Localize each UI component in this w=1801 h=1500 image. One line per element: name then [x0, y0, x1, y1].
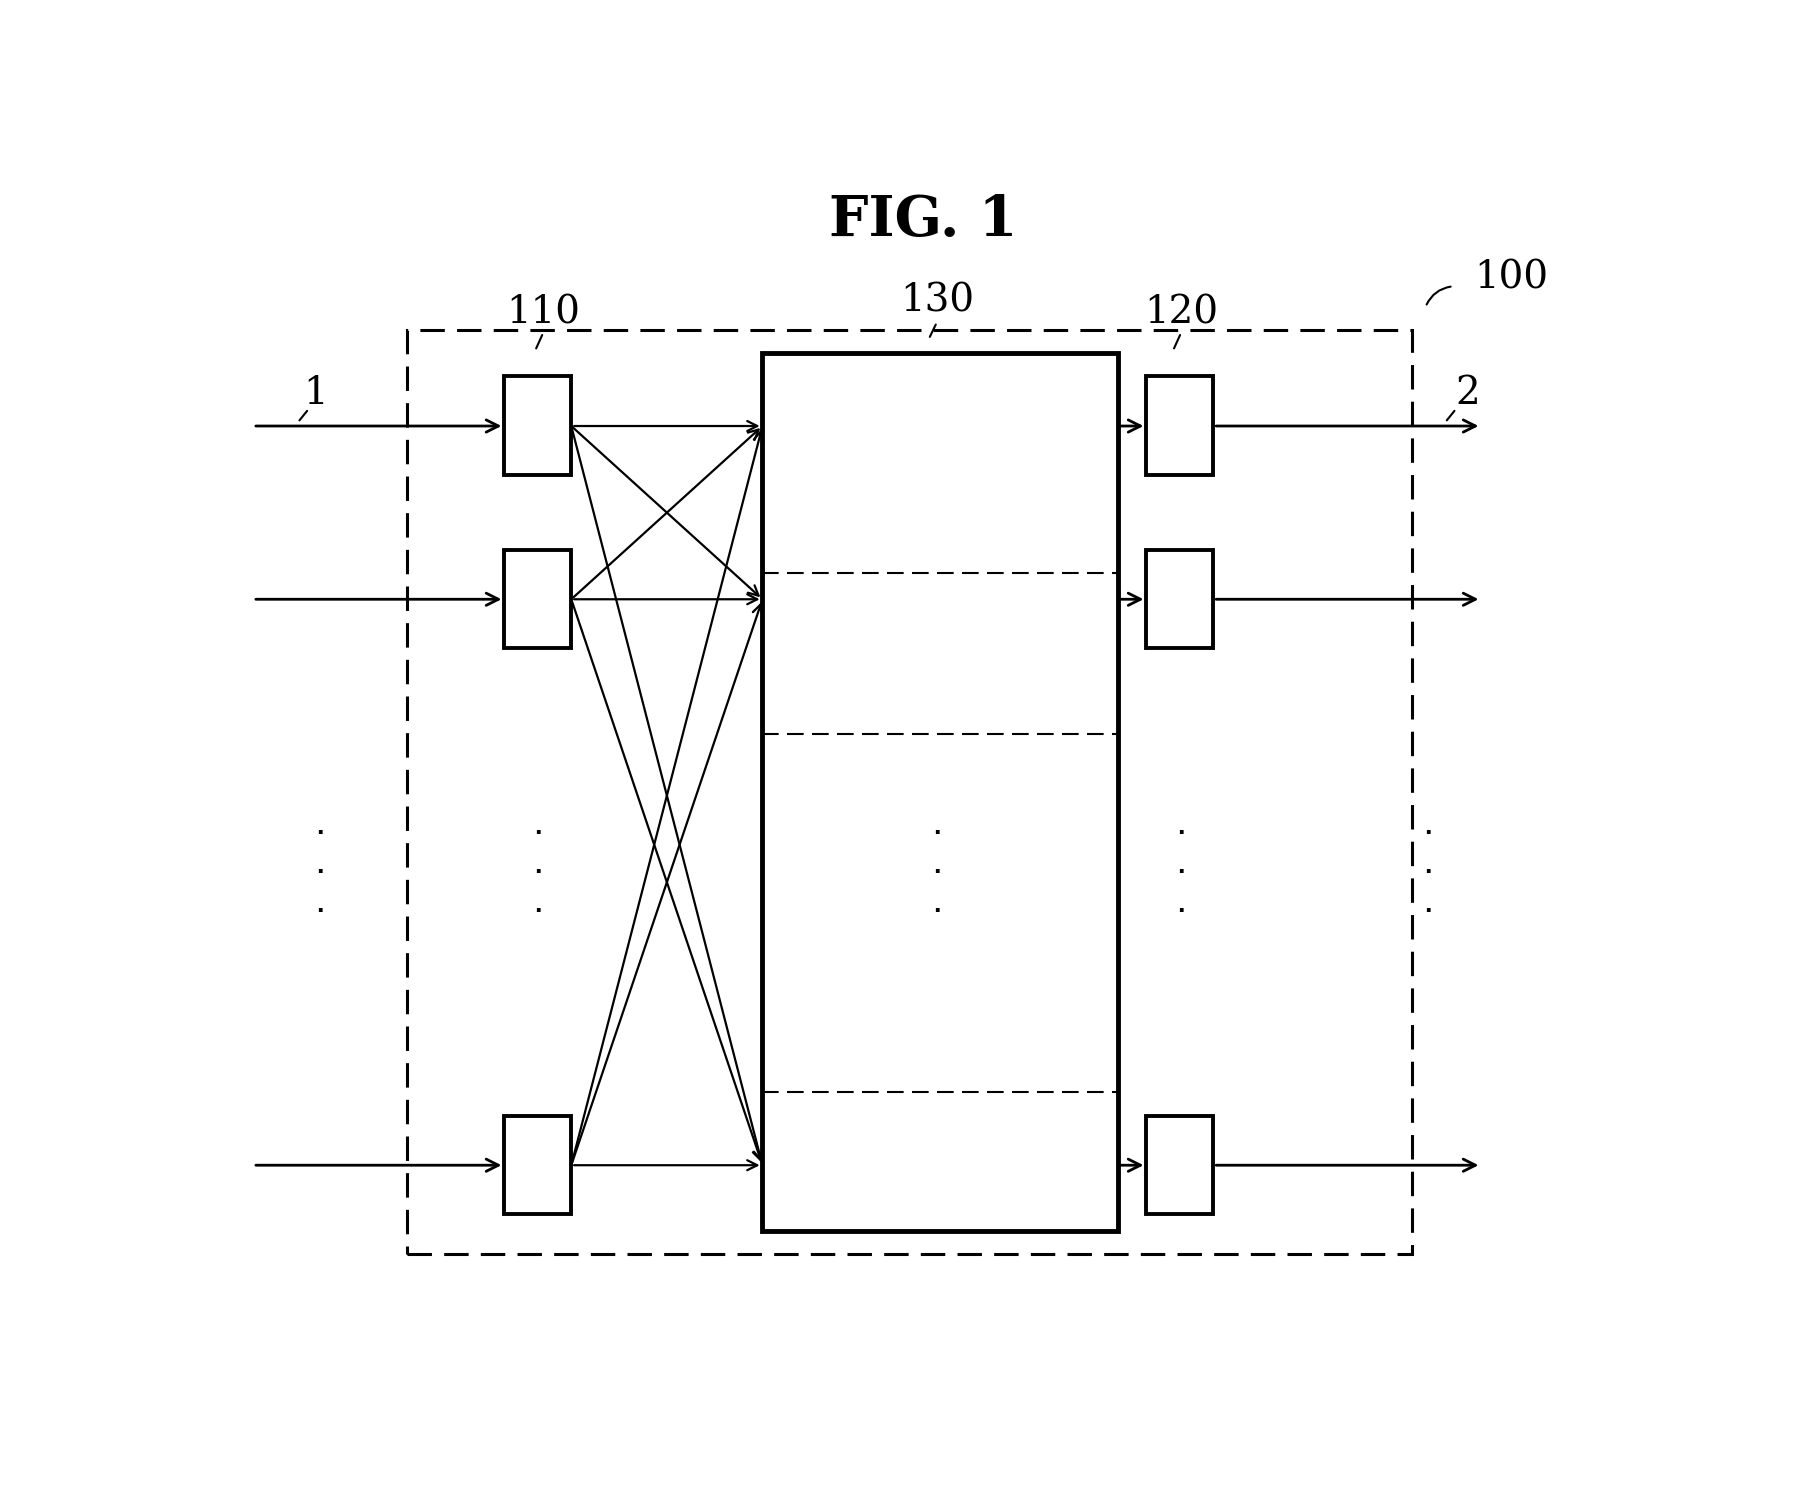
- Bar: [1147, 1116, 1214, 1214]
- Bar: [407, 330, 1412, 1254]
- Text: ·
·
·: · · ·: [931, 816, 942, 930]
- Bar: [504, 1116, 571, 1214]
- Bar: [1147, 376, 1214, 474]
- Bar: [1147, 549, 1214, 648]
- Bar: [762, 354, 1118, 1232]
- Text: 100: 100: [1475, 260, 1549, 297]
- Bar: [504, 549, 571, 648]
- Text: 120: 120: [1144, 294, 1217, 332]
- Text: ·
·
·: · · ·: [1176, 816, 1187, 930]
- Text: ·
·
·: · · ·: [531, 816, 544, 930]
- Text: ·
·
·: · · ·: [315, 816, 326, 930]
- Text: 130: 130: [900, 284, 974, 320]
- Text: 1: 1: [304, 375, 328, 413]
- Text: FIG. 1: FIG. 1: [828, 194, 1018, 248]
- Text: 2: 2: [1455, 375, 1480, 413]
- Bar: [504, 376, 571, 474]
- Text: 110: 110: [506, 294, 580, 332]
- Text: ·
·
·: · · ·: [1423, 816, 1434, 930]
